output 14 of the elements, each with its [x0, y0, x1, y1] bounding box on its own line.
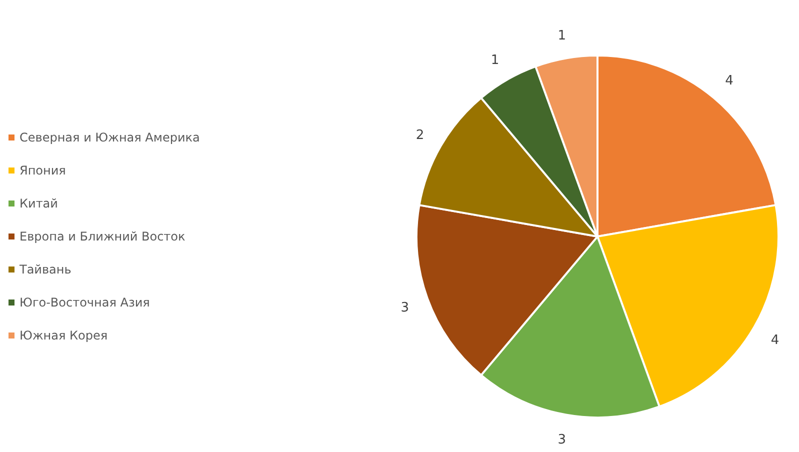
data-label: 2 [416, 128, 424, 143]
data-label: 3 [400, 300, 410, 316]
data-label: 1 [558, 28, 566, 44]
legend-label: Европа и Ближний Восток [20, 230, 186, 244]
data-label: 3 [558, 432, 566, 448]
legend-label: Северная и Южная Америка [20, 130, 200, 144]
data-label: 4 [770, 333, 780, 348]
legend-label: Китай [20, 196, 58, 210]
legend-label: Юго-Восточная Азия [20, 296, 150, 310]
legend-label: Тайвань [18, 262, 72, 276]
legend-label: Япония [20, 164, 66, 178]
data-label: 4 [725, 73, 734, 88]
legend-label: Южная Корея [20, 328, 108, 342]
data-label: 1 [490, 52, 500, 68]
